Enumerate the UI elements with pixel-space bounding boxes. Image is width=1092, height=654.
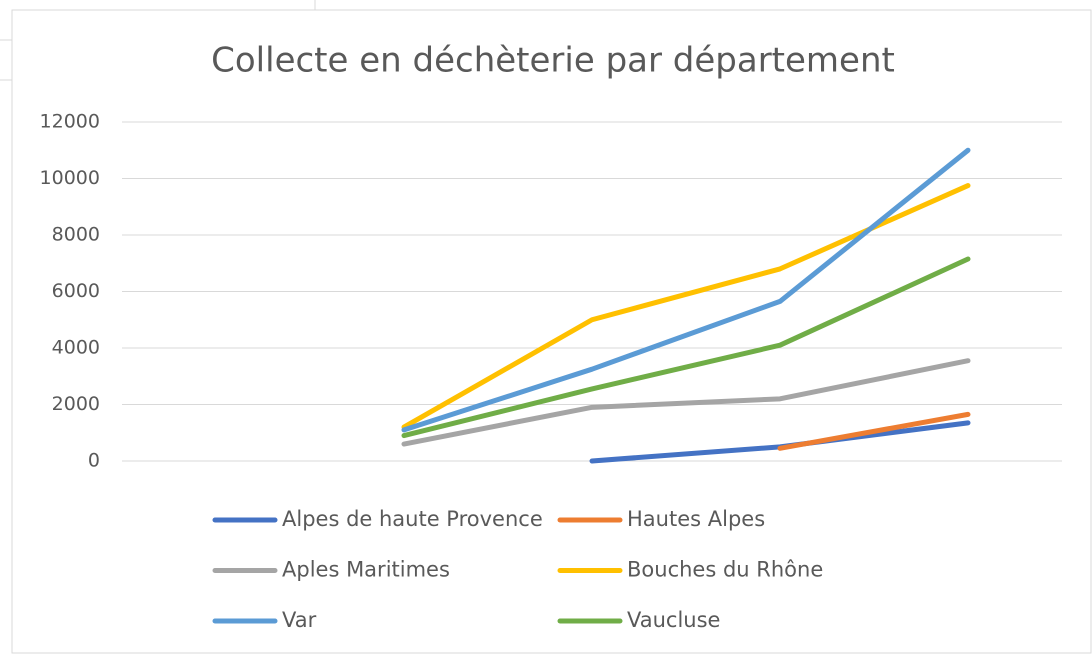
legend-label: Aples Maritimes [282, 558, 450, 582]
legend-label: Var [282, 608, 317, 632]
series-line [777, 411, 971, 451]
legend-label: Alpes de haute Provence [282, 507, 543, 531]
series-line [401, 256, 971, 439]
legend-label: Hautes Alpes [627, 507, 765, 531]
y-tick-label: 4000 [52, 337, 100, 359]
legend-label: Vaucluse [627, 608, 720, 632]
y-tick-label: 6000 [52, 280, 100, 302]
y-tick-label: 12000 [40, 111, 100, 133]
legend-label: Bouches du Rhône [627, 558, 823, 582]
chart-area [11, 9, 1092, 654]
series-line [401, 358, 971, 447]
y-tick-label: 0 [88, 450, 100, 472]
y-tick-label: 2000 [52, 393, 100, 415]
y-tick-label: 10000 [40, 167, 100, 189]
chart-title: Collecte en déchèterie par département [211, 41, 895, 81]
series-line [401, 147, 971, 433]
y-tick-label: 8000 [52, 224, 100, 246]
